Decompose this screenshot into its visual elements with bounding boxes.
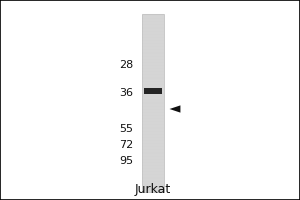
Text: 95: 95 (119, 156, 134, 166)
Text: 72: 72 (119, 140, 134, 150)
Bar (142, 14, 164, 192)
Text: 36: 36 (119, 88, 134, 98)
Bar (144, 88, 163, 94)
Polygon shape (169, 105, 180, 113)
Text: 55: 55 (119, 124, 134, 134)
Text: Jurkat: Jurkat (135, 182, 171, 196)
Text: 28: 28 (119, 60, 134, 70)
